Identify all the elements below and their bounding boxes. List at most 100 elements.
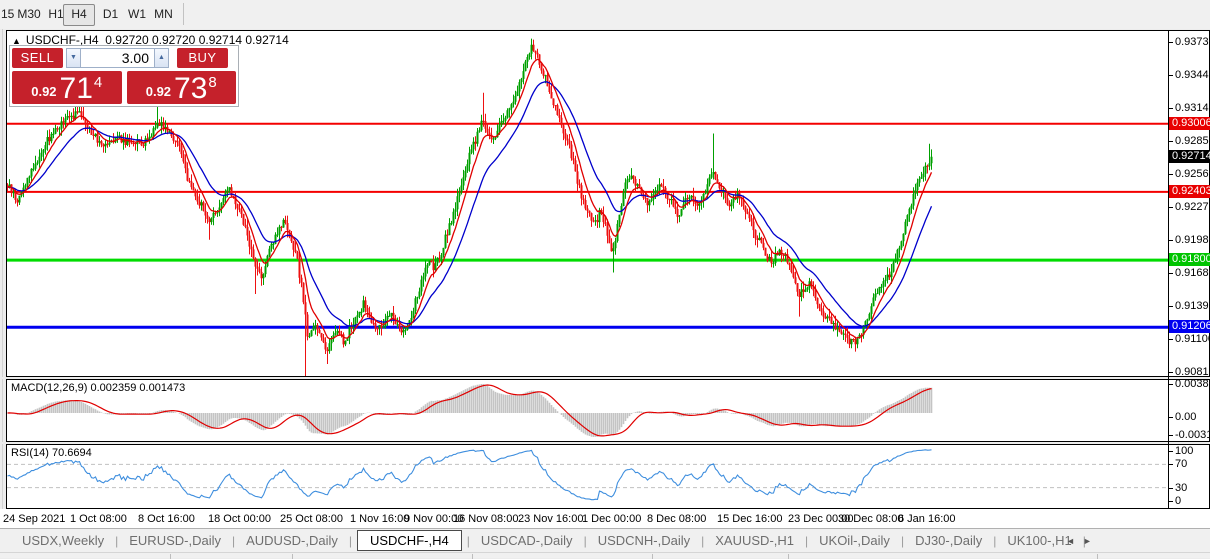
status-strip-separator [292, 554, 293, 559]
time-axis-label: 30 Dec 08:00 [838, 513, 904, 525]
time-axis-label: 16 Nov 08:00 [453, 513, 519, 525]
axis-tick-label: 0.91685 [1175, 267, 1210, 279]
macd-histogram [8, 384, 933, 437]
axis-tick [1169, 501, 1173, 502]
timeframe-button-w1[interactable]: W1 [128, 7, 146, 21]
time-axis-label: 24 Sep 2021 [3, 513, 66, 525]
buy-button[interactable]: BUY [177, 48, 228, 68]
tab-usdchf-h4[interactable]: USDCHF-,H4 [356, 530, 462, 551]
sell-button[interactable]: SELL [12, 48, 63, 68]
axis-tick [1169, 174, 1173, 175]
tab-xauusd-h1[interactable]: XAUUSD-,H1 [715, 533, 795, 548]
status-strip [0, 552, 1210, 559]
price-level-badge: 0.93006 [1169, 117, 1210, 130]
axis-tick [1169, 339, 1173, 340]
bid-big-digits: 71 [59, 72, 93, 105]
chart-tabs-bar: USDX,Weekly | EURUSD-,Daily | AUDUSD-,Daily |… [0, 528, 1210, 552]
time-axis-label: 6 Jan 16:00 [898, 513, 956, 525]
time-axis-label: 23 Nov 16:00 [518, 513, 584, 525]
chart-title: ▲ USDCHF-,H4 0.92720 0.92720 0.92714 0.92… [12, 33, 289, 47]
rsi-line [7, 449, 932, 501]
time-axis-label: 8 Oct 16:00 [138, 513, 195, 525]
axis-tick [1169, 451, 1173, 452]
axis-tick [1169, 384, 1173, 385]
time-axis-label: 15 Dec 16:00 [717, 513, 783, 525]
ask-price-display[interactable]: 0.92 73 8 [126, 71, 236, 105]
axis-tick [1169, 42, 1173, 43]
timeframe-toolbar: 15 M30 H1 H4 D1 W1 MN [0, 0, 1210, 29]
time-axis-label: 1 Oct 08:00 [70, 513, 127, 525]
bid-price-display[interactable]: 0.92 71 4 [12, 71, 122, 104]
timeframe-button-d1[interactable]: D1 [102, 7, 119, 21]
axis-tick [1169, 417, 1173, 418]
price-axis-divider [1168, 30, 1169, 508]
axis-tick-label: 70 [1175, 458, 1188, 470]
price-level-badge: 0.92403 [1169, 185, 1210, 198]
ohlc-values: 0.92720 0.92720 0.92714 0.92714 [105, 33, 289, 47]
panel-splitter[interactable] [0, 377, 1210, 379]
tab-eurusd-daily[interactable]: EURUSD-,Daily [129, 533, 221, 548]
axis-tick-label: 0.92565 [1175, 168, 1210, 180]
status-strip-separator [472, 554, 473, 559]
time-axis-label: 25 Oct 08:00 [280, 513, 343, 525]
axis-tick-label: 0.003811 [1175, 378, 1210, 390]
timeframe-button-15[interactable]: 15 [1, 7, 15, 21]
tab-scroll-right-icon[interactable]: ► [1082, 536, 1092, 546]
timeframe-button-mn[interactable]: MN [154, 7, 173, 21]
axis-tick [1169, 306, 1173, 307]
time-axis-label: 1 Dec 00:00 [582, 513, 642, 525]
time-axis-label: 8 Dec 08:00 [647, 513, 707, 525]
volume-decrease-button[interactable]: ▼ [66, 48, 81, 68]
axis-tick [1169, 141, 1173, 142]
candlestick-plot [7, 38, 1168, 376]
axis-tick [1169, 108, 1173, 109]
axis-tick-label: 0 [1175, 495, 1182, 507]
tab-usdx-weekly[interactable]: USDX,Weekly [22, 533, 105, 548]
tab-usdcnh-daily[interactable]: USDCNH-,Daily [597, 533, 691, 548]
macd-plot [7, 384, 933, 437]
tab-usdcad-daily[interactable]: USDCAD-,Daily [480, 533, 573, 548]
axis-tick [1169, 435, 1173, 436]
axis-tick [1169, 240, 1173, 241]
timeframe-button-h4[interactable]: H4 [63, 4, 95, 26]
tab-dj30-daily[interactable]: DJ30-,Daily [915, 533, 983, 548]
tab-separator: | [231, 533, 236, 548]
tab-uk100-h1[interactable]: UK100-,H1 [1007, 533, 1072, 548]
axis-tick-label: 0.93145 [1175, 102, 1210, 114]
timeframe-button-h1[interactable]: H1 [48, 7, 64, 21]
rsi-plot [7, 449, 1168, 501]
panel-splitter[interactable] [0, 442, 1210, 444]
axis-tick [1169, 75, 1173, 76]
axis-tick [1169, 372, 1173, 373]
tab-separator: | [900, 533, 905, 548]
axis-tick-label: 0.92855 [1175, 135, 1210, 147]
ask-big-digits: 73 [174, 72, 208, 105]
status-strip-separator [170, 554, 171, 559]
tab-scroll-left-icon[interactable]: ◄ [1066, 536, 1075, 546]
axis-tick-label: -0.003115 [1175, 429, 1210, 441]
down-candle-bodies [7, 44, 929, 352]
macd-signal-line [7, 384, 932, 437]
tab-ukoil-daily[interactable]: UKOil-,Daily [819, 533, 890, 548]
time-axis-label: 18 Oct 00:00 [208, 513, 271, 525]
volume-increase-button[interactable]: ▲ [154, 48, 169, 68]
tab-separator: | [701, 533, 705, 548]
price-level-badge: 0.91206 [1169, 320, 1210, 333]
tab-audusd-daily[interactable]: AUDUSD-,Daily [246, 533, 338, 548]
main-chart-panel[interactable]: ▲ USDCHF-,H4 0.92720 0.92720 0.92714 0.92… [6, 30, 1210, 377]
price-level-badge: 0.91800 [1169, 253, 1210, 266]
bid-prefix: 0.92 [31, 84, 57, 99]
one-click-trading-panel: SELL ▼ 3.00 ▲ BUY 0.92 71 4 0.92 73 8 [9, 45, 239, 107]
rsi-label: RSI(14) 70.6694 [11, 447, 92, 459]
volume-input[interactable]: 3.00 [81, 48, 154, 68]
symbol-period-label: USDCHF-,H4 [25, 33, 99, 47]
timeframe-button-m30[interactable]: M30 [17, 7, 41, 21]
slow-ma-line [7, 81, 933, 327]
collapse-chart-icon[interactable]: ▲ [12, 36, 21, 46]
